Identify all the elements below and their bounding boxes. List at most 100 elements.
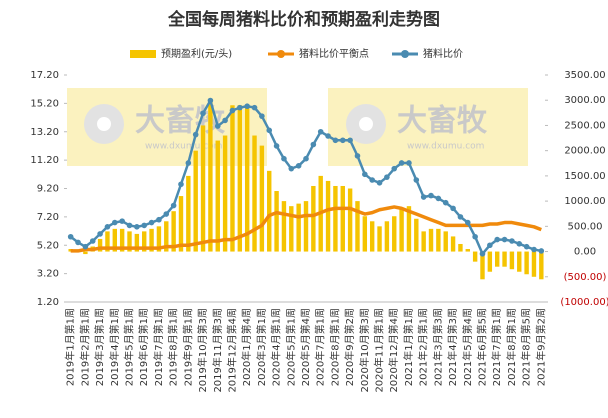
line (70, 205, 542, 253)
legend-label: 预期盈利(元/头) (161, 48, 232, 60)
bar (355, 201, 360, 252)
y-tick-label: 5.20 (37, 240, 59, 251)
y-tick-label: 17.20 (30, 70, 59, 81)
bar (340, 185, 345, 252)
bar (436, 228, 441, 252)
bar (347, 188, 353, 252)
bar (487, 251, 493, 272)
point (464, 219, 471, 226)
point (509, 238, 515, 244)
x-tick-label: 2021年6月第5周 (475, 308, 488, 386)
x-tick-label: 2019年7月第1周 (152, 308, 165, 386)
point (450, 205, 456, 212)
bar (267, 170, 272, 252)
point (435, 195, 442, 202)
bar (472, 251, 478, 262)
legend-swatch (130, 50, 156, 58)
point (281, 155, 287, 162)
bar (171, 211, 176, 252)
x-tick-label: 2021年2月第1周 (417, 308, 430, 386)
point (354, 153, 361, 159)
x-tick-label: 2019年4月第1周 (108, 308, 121, 386)
x-tick-label: 2021年1月第1周 (402, 308, 415, 386)
x-tick-label: 2020年7月第1周 (314, 308, 327, 386)
point (391, 165, 398, 172)
y2-tick-label: 1500.00 (564, 171, 605, 182)
point (288, 165, 295, 172)
bar (428, 228, 434, 252)
bar (406, 206, 412, 252)
bar (244, 105, 250, 252)
y2-tick-label: 3500.00 (564, 70, 605, 81)
bar (311, 185, 316, 252)
x-tick-label: 2019年11月第3周 (211, 308, 224, 393)
x-tick-label: 2020年8月第1周 (328, 308, 341, 386)
y2-tick-label: 2000.00 (564, 146, 605, 157)
bar (509, 251, 515, 270)
bar (134, 233, 140, 252)
bar (193, 150, 198, 252)
x-tick-label: 2020年12月第4周 (387, 308, 400, 393)
x-tick-label: 2021年8月第1周 (505, 308, 518, 386)
bar (164, 221, 169, 252)
bar (230, 105, 235, 252)
bar (281, 201, 287, 252)
y2-tick-label: 2500.00 (564, 120, 605, 131)
point (170, 202, 177, 209)
point (178, 181, 184, 188)
x-tick-label: 2019年12月第4周 (225, 308, 238, 393)
point (420, 194, 427, 200)
bar (296, 203, 301, 252)
x-tick-label: 2019年6月第1周 (137, 308, 150, 386)
point (325, 133, 331, 139)
point (347, 137, 353, 144)
legend-swatch (401, 50, 409, 58)
point (141, 222, 148, 229)
point (398, 160, 405, 166)
bar (524, 251, 529, 275)
bar (83, 251, 88, 255)
y-tick-label: 9.20 (37, 184, 59, 195)
y2-tick-label: 500.00 (568, 221, 603, 232)
point (472, 233, 478, 240)
bar (517, 251, 522, 272)
point (222, 117, 228, 124)
point (207, 97, 214, 104)
point (67, 233, 74, 240)
x-tick-label: 2021年4月第3周 (446, 308, 459, 386)
point (104, 224, 111, 230)
point (89, 238, 96, 244)
point (376, 180, 383, 186)
bar (392, 216, 397, 252)
point (303, 155, 309, 162)
bar (252, 135, 257, 252)
point (97, 231, 103, 237)
y2-tick-label: 0.00 (574, 247, 596, 258)
x-tick-label: 2020年1月第4周 (240, 308, 253, 386)
point (406, 160, 412, 166)
x-tick-label: 2020年5月第1周 (284, 308, 297, 386)
point (487, 242, 493, 249)
bar (156, 226, 162, 252)
watermark-logo (359, 117, 373, 131)
legend-label: 猪料比价平衡点 (299, 47, 369, 60)
bar (208, 100, 213, 252)
watermark-url: www.dxumu.com (407, 142, 484, 152)
point (134, 224, 140, 230)
y-tick-label: 1.20 (37, 297, 59, 308)
bar (105, 231, 110, 252)
point (523, 243, 530, 250)
point (200, 110, 206, 117)
bar (303, 201, 309, 252)
point (362, 171, 368, 178)
point (457, 214, 464, 220)
x-tick-label: 2019年1月第1周 (64, 308, 77, 386)
bar (333, 185, 338, 252)
point (339, 137, 346, 144)
bar (414, 218, 419, 252)
y-tick-label: 15.20 (30, 98, 59, 109)
bar (539, 251, 544, 280)
x-tick-label: 2019年2月第1周 (78, 308, 91, 386)
bar (186, 175, 191, 252)
